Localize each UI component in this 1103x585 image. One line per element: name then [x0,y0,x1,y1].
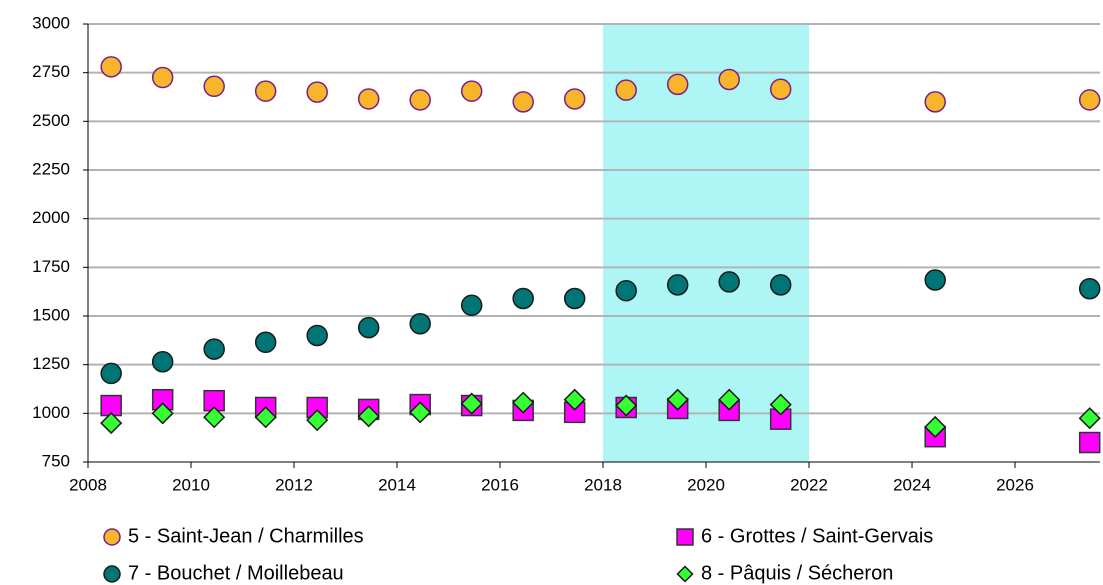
data-point [1078,89,1101,111]
legend-marker [676,565,694,583]
legend-marker [103,528,121,546]
data-point [203,75,225,98]
x-tick-label: 2012 [275,475,313,494]
legend-label: 5 - Saint-Jean / Charmilles [128,525,364,547]
data-point [460,80,483,102]
data-point [1078,277,1101,300]
data-point [1078,431,1101,454]
data-point [203,406,226,429]
data-point [769,393,792,416]
data-point [100,56,122,78]
data-point [409,313,431,335]
y-tick-label: 1250 [32,354,70,373]
data-point [563,388,586,411]
data-point [769,274,792,296]
data-point [151,350,174,373]
data-point [203,338,225,360]
data-point [718,271,740,293]
x-tick-label: 2018 [584,475,622,494]
y-tick-label: 2250 [32,159,70,178]
data-point [666,274,689,296]
legend-marker [103,565,121,583]
data-point [357,405,380,428]
y-tick-label: 2500 [32,111,70,130]
x-tick-label: 2022 [790,475,828,494]
x-tick-label: 2026 [996,475,1034,494]
data-point [460,294,483,317]
data-point [306,324,328,347]
data-point [718,68,740,91]
data-point [460,392,483,415]
x-tick-label: 2024 [893,475,931,494]
legend-label: 8 - Pâquis / Sécheron [701,562,893,584]
data-point [254,406,277,429]
x-tick-label: 2014 [378,475,416,494]
data-point [1078,407,1101,430]
data-point [357,316,380,339]
legend-label: 7 - Bouchet / Moillebeau [128,562,344,584]
y-tick-label: 1750 [32,257,70,276]
data-point [666,73,689,96]
data-point [615,79,637,101]
data-point [100,412,123,435]
data-point [357,88,380,110]
data-point [615,394,638,417]
y-tick-label: 2000 [32,208,70,227]
data-point [409,401,432,424]
x-tick-label: 2010 [172,475,210,494]
data-point [615,279,637,302]
y-tick-label: 2750 [32,62,70,81]
data-point [512,91,534,113]
data-point [924,269,946,291]
data-point [306,409,329,432]
data-point [512,391,535,414]
data-point [151,66,174,89]
data-point [254,80,277,102]
legend: 5 - Saint-Jean / Charmilles 6 - Grottes /… [103,525,933,584]
data-point [924,91,946,113]
legend-marker [676,528,694,546]
data-point [769,78,792,100]
data-point [151,402,174,425]
x-tick-label: 2016 [481,475,519,494]
data-point [666,388,689,411]
data-point [306,81,328,103]
legend-label: 6 - Grottes / Saint-Gervais [701,525,933,547]
y-tick-label: 3000 [32,13,70,32]
data-point [254,331,277,354]
y-tick-label: 1000 [32,403,70,422]
data-point [563,88,586,110]
data-point [563,287,586,310]
data-point [409,89,431,111]
x-tick-label: 2020 [687,475,725,494]
y-tick-label: 1500 [32,305,70,324]
x-tick-label: 2008 [69,475,107,494]
data-point [718,388,741,411]
data-point [924,415,947,439]
y-tick-label: 750 [42,451,70,470]
data-point [100,362,122,385]
data-point [512,287,534,310]
